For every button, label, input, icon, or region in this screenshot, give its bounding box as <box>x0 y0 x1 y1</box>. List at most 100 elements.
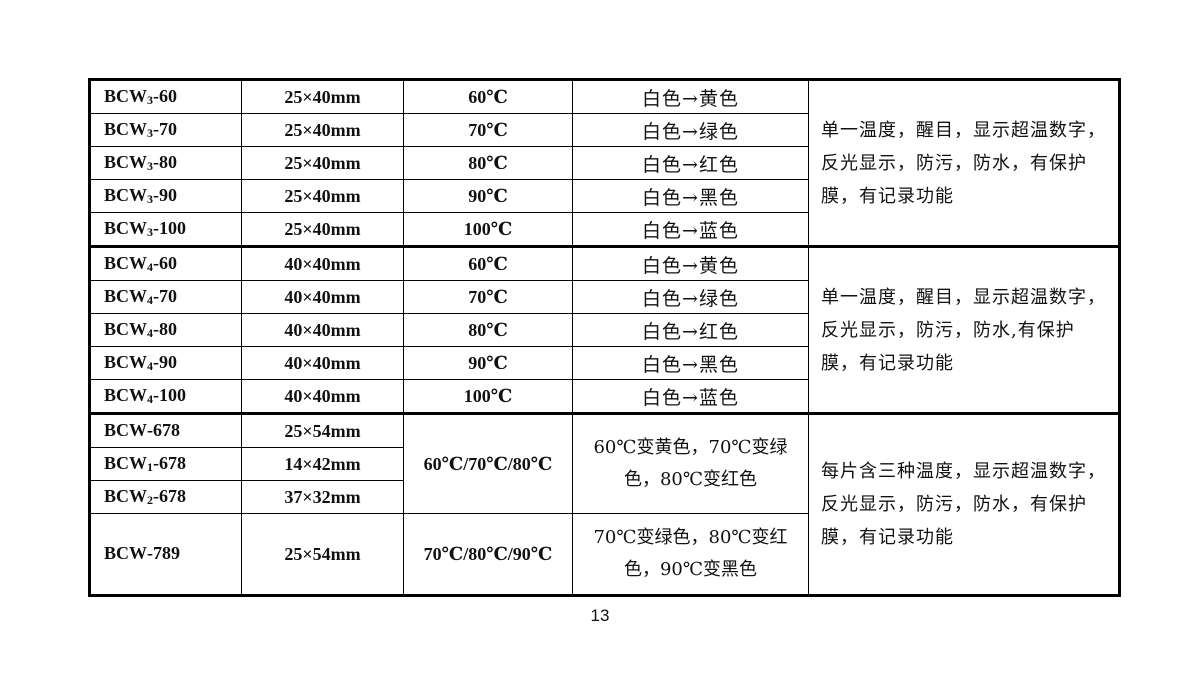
temp-cell: 100℃ <box>403 212 573 247</box>
temp-cell: 80℃ <box>403 313 573 347</box>
model-cell: BCW3-70 <box>89 113 242 147</box>
model-cell: BCW1-678 <box>89 447 242 481</box>
table-row: BCW3-60 25×40mm 60℃ 白色→黄色 单一温度，醒目，显示超温数字，反光显… <box>89 79 1120 247</box>
model-prefix: BCW <box>104 319 148 339</box>
size-cell: 25×40mm <box>241 146 404 180</box>
color-change-cell: 白色→红色 <box>572 146 809 180</box>
size-cell: 25×54mm <box>241 513 404 596</box>
model-suffix: -100 <box>153 385 187 405</box>
model-suffix: -678 <box>153 453 187 473</box>
temp-cell: 70℃ <box>403 280 573 314</box>
size-cell: 40×40mm <box>241 346 404 380</box>
size-cell: 40×40mm <box>241 245 404 281</box>
color-change-cell: 白色→绿色 <box>572 113 809 147</box>
model-cell: BCW2-678 <box>89 480 242 514</box>
size-cell: 25×40mm <box>241 113 404 147</box>
model-prefix: BCW <box>104 385 148 405</box>
description-cell: 每片含三种温度，显示超温数字，反光显示，防污，防水，有保护膜，有记录功能 <box>808 412 1120 596</box>
model-cell: BCW4-80 <box>89 313 242 347</box>
model-prefix: BCW <box>104 543 148 563</box>
model-cell: BCW4-60 <box>89 245 242 281</box>
model-suffix: -90 <box>153 352 178 372</box>
model-suffix: -60 <box>153 86 178 106</box>
color-change-cell: 白色→黄色 <box>572 245 809 281</box>
model-prefix: BCW <box>104 119 148 139</box>
model-cell: BCW3-60 <box>89 79 242 114</box>
model-prefix: BCW <box>104 486 148 506</box>
model-subscript: 4 <box>147 260 154 274</box>
model-suffix: -60 <box>153 253 178 273</box>
table-row: BCW-789 25×54mm 70℃/80℃/90℃ 70℃变绿色，80℃变红色，9… <box>89 513 1120 596</box>
model-prefix: BCW <box>104 286 148 306</box>
temp-cell: 70℃ <box>403 113 573 147</box>
table-row: BCW-678 25×54mm 60℃/70℃/80℃ 60℃变黄色，70℃变绿色，8… <box>89 412 1120 596</box>
model-prefix: BCW <box>104 185 148 205</box>
model-suffix: -678 <box>147 420 181 440</box>
size-cell: 25×40mm <box>241 179 404 213</box>
temp-cell: 60℃ <box>403 79 573 114</box>
color-change-cell: 白色→绿色 <box>572 280 809 314</box>
model-subscript: 3 <box>147 192 154 206</box>
temp-cell: 90℃ <box>403 179 573 213</box>
temp-cell: 90℃ <box>403 346 573 380</box>
model-cell: BCW3-90 <box>89 179 242 213</box>
product-table: BCW3-60 25×40mm 60℃ 白色→黄色 单一温度，醒目，显示超温数字，反光显… <box>88 78 1121 597</box>
model-cell: BCW4-100 <box>89 379 242 414</box>
model-subscript: 4 <box>147 326 154 340</box>
color-change-cell: 白色→红色 <box>572 313 809 347</box>
model-subscript: 3 <box>147 225 154 239</box>
color-change-cell: 白色→黑色 <box>572 179 809 213</box>
size-cell: 14×42mm <box>241 447 404 481</box>
model-suffix: -789 <box>147 543 181 563</box>
temp-cell: 100℃ <box>403 379 573 414</box>
description-cell: 单一温度，醒目，显示超温数字，反光显示，防污，防水,有保护膜，有记录功能 <box>808 245 1120 414</box>
page-number: 13 <box>590 606 610 625</box>
size-cell: 25×54mm <box>241 412 404 448</box>
table-row: BCW3-100 25×40mm 100℃ 白色→蓝色 <box>89 212 1120 247</box>
color-change-cell: 白色→黄色 <box>572 79 809 114</box>
model-cell: BCW4-90 <box>89 346 242 380</box>
table-row: BCW1-678 14×42mm <box>89 447 1120 481</box>
color-change-cell: 60℃变黄色，70℃变绿色，80℃变红色 <box>572 412 809 514</box>
size-cell: 37×32mm <box>241 480 404 514</box>
model-subscript: 1 <box>147 460 154 474</box>
model-subscript: 3 <box>147 93 154 107</box>
size-cell: 25×40mm <box>241 79 404 114</box>
model-cell: BCW3-80 <box>89 146 242 180</box>
temp-cell: 60℃ <box>403 245 573 281</box>
model-cell: BCW-789 <box>89 513 242 596</box>
model-prefix: BCW <box>104 86 148 106</box>
table-row: BCW3-80 25×40mm 80℃ 白色→红色 <box>89 146 1120 180</box>
model-subscript: 4 <box>147 359 154 373</box>
model-subscript: 3 <box>147 159 154 173</box>
size-cell: 25×40mm <box>241 212 404 247</box>
size-cell: 40×40mm <box>241 313 404 347</box>
model-suffix: -90 <box>153 185 178 205</box>
model-suffix: -678 <box>153 486 187 506</box>
color-change-cell: 白色→黑色 <box>572 346 809 380</box>
table-row: BCW3-70 25×40mm 70℃ 白色→绿色 <box>89 113 1120 147</box>
temp-cell: 70℃/80℃/90℃ <box>403 513 573 596</box>
model-subscript: 3 <box>147 126 154 140</box>
size-cell: 40×40mm <box>241 280 404 314</box>
model-subscript: 4 <box>147 392 154 406</box>
model-subscript: 4 <box>147 293 154 307</box>
model-suffix: -70 <box>153 119 178 139</box>
table-row: BCW3-90 25×40mm 90℃ 白色→黑色 <box>89 179 1120 213</box>
color-change-cell: 70℃变绿色，80℃变红色，90℃变黑色 <box>572 513 809 596</box>
model-cell: BCW4-70 <box>89 280 242 314</box>
color-change-cell: 白色→蓝色 <box>572 379 809 414</box>
table-row: BCW4-60 40×40mm 60℃ 白色→黄色 单一温度，醒目，显示超温数字，反光显… <box>89 245 1120 414</box>
description-cell: 单一温度，醒目，显示超温数字，反光显示，防污，防水，有保护膜，有记录功能 <box>808 79 1120 247</box>
model-prefix: BCW <box>104 218 148 238</box>
color-change-cell: 白色→蓝色 <box>572 212 809 247</box>
model-cell: BCW3-100 <box>89 212 242 247</box>
temp-cell: 80℃ <box>403 146 573 180</box>
temp-cell: 60℃/70℃/80℃ <box>403 412 573 514</box>
model-subscript: 2 <box>147 493 154 507</box>
model-prefix: BCW <box>104 420 148 440</box>
model-suffix: -80 <box>153 319 178 339</box>
table-row: BCW4-80 40×40mm 80℃ 白色→红色 <box>89 313 1120 347</box>
model-suffix: -100 <box>153 218 187 238</box>
model-cell: BCW-678 <box>89 412 242 448</box>
